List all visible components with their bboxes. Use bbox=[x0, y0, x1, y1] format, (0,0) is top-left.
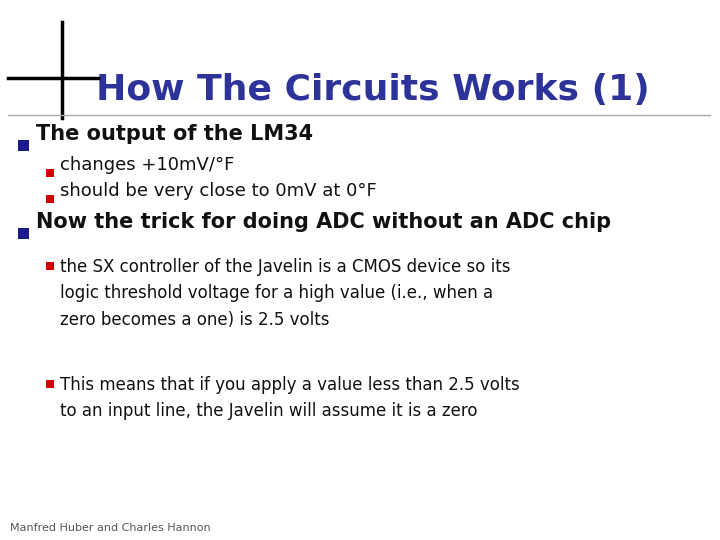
Text: How The Circuits Works (1): How The Circuits Works (1) bbox=[96, 73, 649, 107]
Bar bbox=[46, 380, 54, 388]
Text: The output of the LM34: The output of the LM34 bbox=[36, 124, 313, 144]
Text: the SX controller of the Javelin is a CMOS device so its
logic threshold voltage: the SX controller of the Javelin is a CM… bbox=[60, 258, 510, 329]
Text: changes +10mV/°F: changes +10mV/°F bbox=[60, 156, 235, 174]
Bar bbox=[46, 195, 54, 203]
Text: should be very close to 0mV at 0°F: should be very close to 0mV at 0°F bbox=[60, 182, 377, 200]
Text: Now the trick for doing ADC without an ADC chip: Now the trick for doing ADC without an A… bbox=[36, 212, 611, 232]
Bar bbox=[18, 140, 29, 151]
Bar bbox=[46, 169, 54, 177]
Bar bbox=[46, 262, 54, 270]
Bar bbox=[18, 228, 29, 239]
Text: Manfred Huber and Charles Hannon: Manfred Huber and Charles Hannon bbox=[10, 523, 211, 533]
Text: This means that if you apply a value less than 2.5 volts
to an input line, the J: This means that if you apply a value les… bbox=[60, 376, 520, 421]
